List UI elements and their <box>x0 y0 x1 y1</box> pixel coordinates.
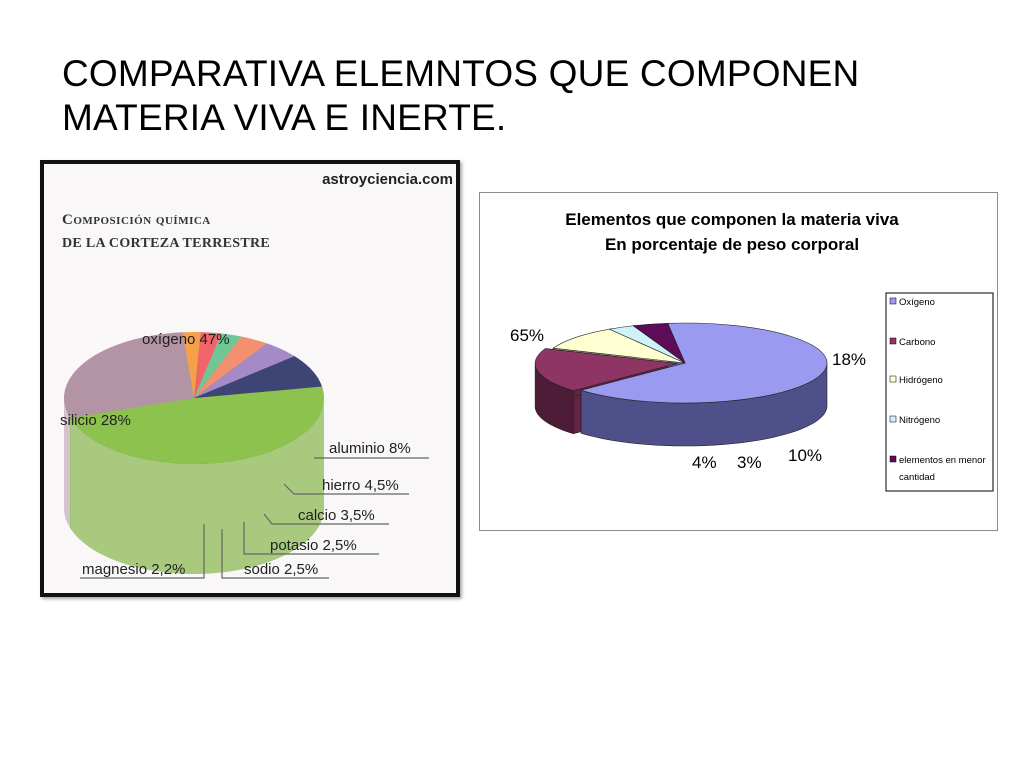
pie-slices <box>63 332 324 574</box>
leader-magnesio <box>80 524 205 579</box>
earth-crust-pie-svg: astroyciencia.com Composición química de… <box>60 171 453 579</box>
legend-swatch-hidrogeno <box>889 375 897 383</box>
legend-label-carbono: Carbono <box>899 337 935 348</box>
slice-label-oxigeno: 65% <box>510 326 544 345</box>
chart-title-line-2: de la corteza terrestre <box>62 236 270 251</box>
slice-label-hierro: hierro 4,5% <box>322 477 399 494</box>
slice-elementos-en-menor-cantidad <box>632 322 686 364</box>
slice-label-hidrogeno: 10% <box>788 446 822 465</box>
legend-label-nitrogeno: Nitrógeno <box>899 415 940 426</box>
slice-magnesio <box>182 332 201 398</box>
slice-label-elementos-en-menor-cantidad: 4% <box>692 453 717 472</box>
slice-label-oxigeno: oxígeno 47% <box>142 331 230 348</box>
slice-label-potasio: potasio 2,5% <box>270 537 357 554</box>
legend-label-elementos-en-menor: elementos en menor <box>899 455 986 466</box>
chart-title-line-1: Elementos que componen la materia viva <box>565 210 899 229</box>
legend-swatch-oxigeno <box>889 297 897 305</box>
chart-title-line-1: Composición química <box>62 212 211 228</box>
slice-carbono <box>534 348 678 392</box>
slice-side-oxigeno <box>70 399 324 574</box>
slice-labels: 65% 18% 10% 3% 4% <box>510 326 866 472</box>
slice-hierro <box>194 343 295 398</box>
slice-aluminio <box>194 356 323 398</box>
slice-label-carbono: 18% <box>832 350 866 369</box>
earth-crust-pie-chart: astroyciencia.com Composición química de… <box>40 160 460 597</box>
legend-box <box>885 292 994 492</box>
slice-labels: oxígeno 47% silicio 28% magnesio 2,2% sodio… <box>60 331 411 578</box>
slice-oxigeno <box>580 322 828 404</box>
legend-label-cantidad: cantidad <box>899 472 935 483</box>
pie-slices <box>534 322 828 447</box>
slide-title-line-2: MATERIA VIVA E INERTE. <box>62 97 507 138</box>
slice-potasio <box>194 333 242 398</box>
slice-label-calcio: calcio 3,5% <box>298 507 375 524</box>
slice-calcio <box>194 336 268 398</box>
slice-label-silicio: silicio 28% <box>60 412 131 429</box>
living-matter-pie-chart: Elementos que componen la materia viva E… <box>479 192 998 531</box>
legend-label-hidrogeno: Hidrógeno <box>899 375 943 386</box>
legend-swatch-nitrogeno <box>889 415 897 423</box>
slice-label-sodio: sodio 2,5% <box>244 561 318 578</box>
living-matter-pie-svg: Elementos que componen la materia viva E… <box>510 210 994 492</box>
slice-label-magnesio: magnesio 2,2% <box>82 561 185 578</box>
slice-label-nitrogeno: 3% <box>737 453 762 472</box>
slice-side-silicio <box>64 396 71 529</box>
leader-hierro <box>283 483 409 495</box>
watermark: astroyciencia.com <box>322 171 453 188</box>
label-leader-lines <box>80 457 429 579</box>
legend-swatch-carbono <box>889 337 897 345</box>
legend-swatch-elementos-en-menor <box>889 455 897 463</box>
slide-title: COMPARATIVA ELEMNTOS QUE COMPONEN MATERI… <box>62 52 962 140</box>
leader-sodio <box>221 529 329 579</box>
slice-oxigeno <box>70 386 324 464</box>
slice-sodio <box>194 332 222 398</box>
slice-label-aluminio: aluminio 8% <box>329 440 411 457</box>
leader-potasio <box>243 522 379 555</box>
chart-subtitle: En porcentaje de peso corporal <box>605 235 859 254</box>
legend-label-oxigeno: Oxígeno <box>899 297 935 308</box>
legend: Oxígeno Carbono Hidrógeno Nitrógeno elemento… <box>889 297 986 483</box>
slice-hidrogeno <box>552 328 686 364</box>
leader-calcio <box>263 513 389 525</box>
slide-title-line-1: COMPARATIVA ELEMNTOS QUE COMPONEN <box>62 53 860 94</box>
slice-silicio <box>63 332 194 419</box>
